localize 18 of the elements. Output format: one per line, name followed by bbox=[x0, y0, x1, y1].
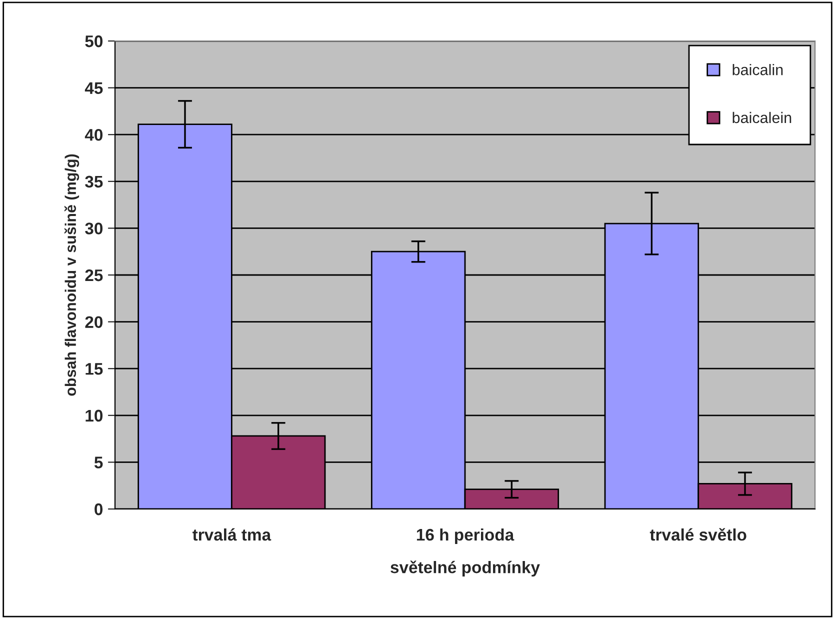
y-tick-label: 30 bbox=[85, 222, 103, 234]
y-tick-label: 40 bbox=[84, 129, 103, 141]
y-tick-label: 0 bbox=[94, 503, 103, 516]
y-tick-label: 15 bbox=[86, 363, 103, 375]
x-tick-label: trvalá tma bbox=[192, 528, 272, 541]
y-tick-label: 50 bbox=[85, 35, 103, 48]
y-tick-label: 45 bbox=[84, 82, 103, 94]
y-tick-label: 25 bbox=[85, 269, 103, 282]
y-tick-label: 10 bbox=[86, 410, 103, 422]
x-tick-label: 16 h perioda bbox=[416, 528, 514, 544]
y-tick-label: 5 bbox=[94, 456, 103, 468]
x-tick-label: trvalé světlo bbox=[650, 528, 746, 541]
y-tick-label: 20 bbox=[85, 316, 103, 328]
legend-label: baicalein bbox=[732, 112, 792, 124]
legend-label: baicalin bbox=[732, 64, 783, 76]
y-axis-title: obsah flavonoidu v sušině (mg/g) bbox=[64, 154, 80, 396]
y-tick-label: 35 bbox=[85, 176, 103, 188]
x-axis-title: světelné podmínky bbox=[390, 560, 540, 577]
